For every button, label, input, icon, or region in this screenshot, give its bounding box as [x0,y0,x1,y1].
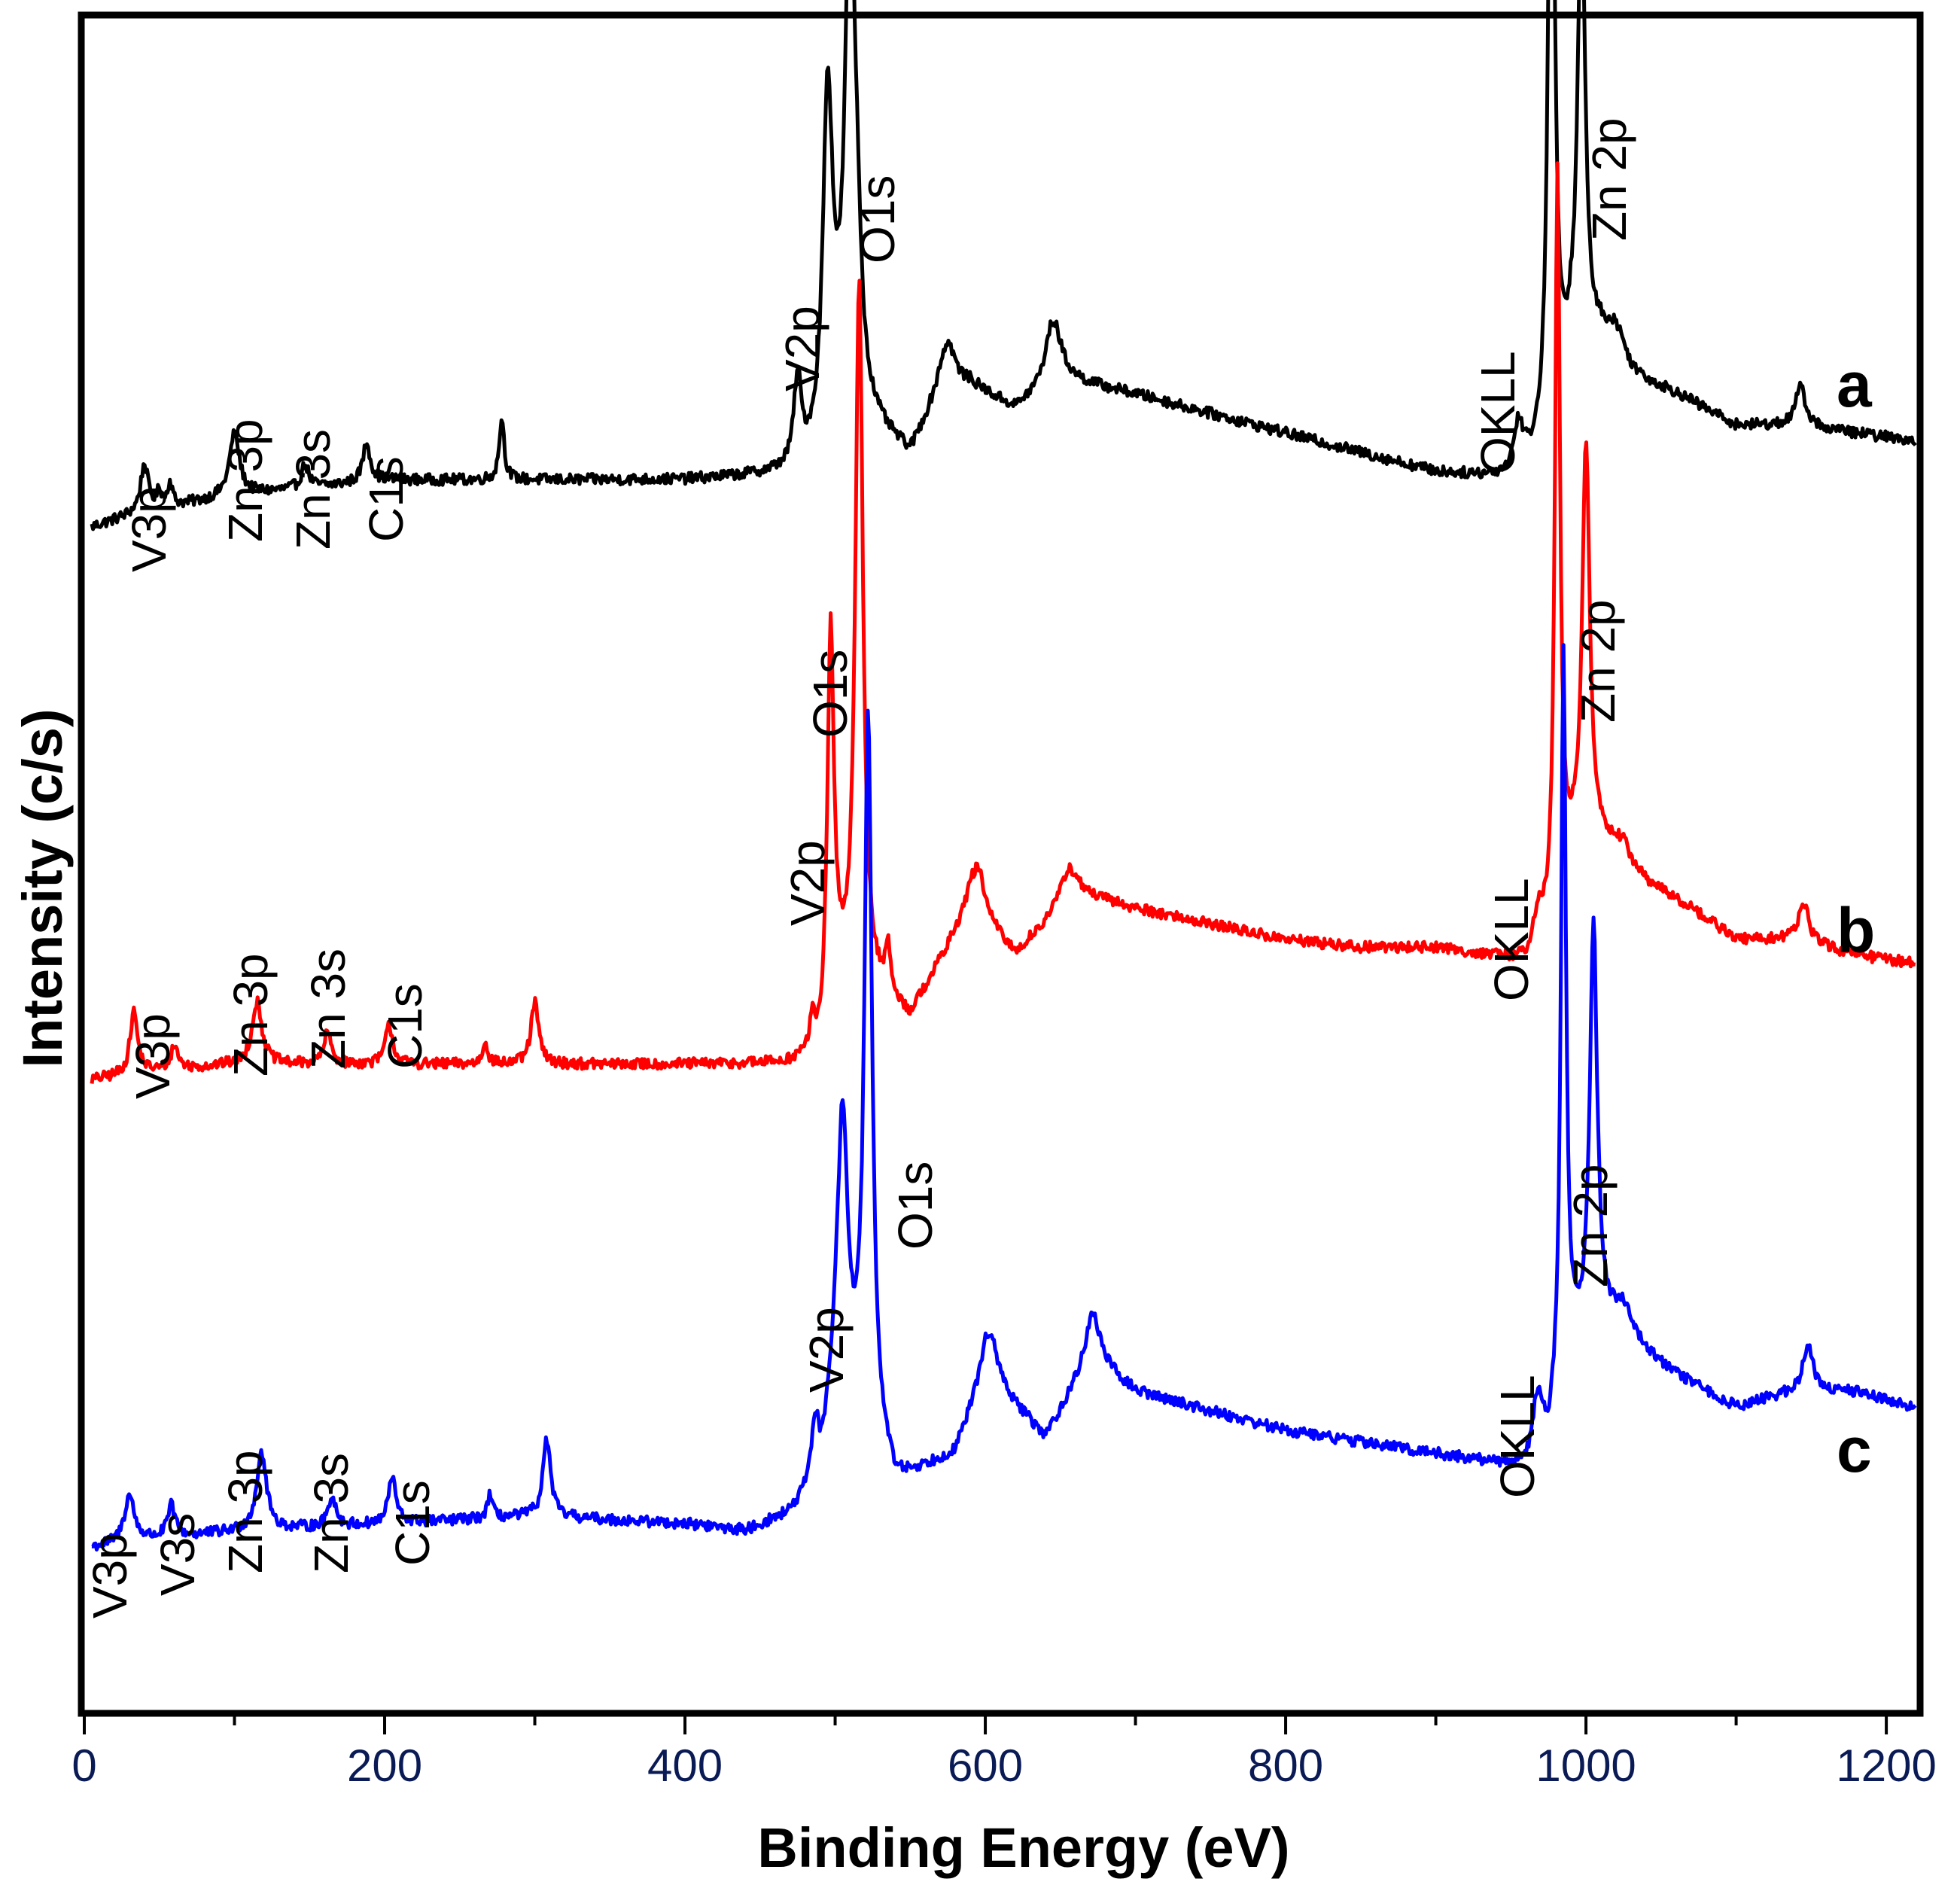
peak-label: Zn 3p [218,1450,272,1573]
x-tick-label: 0 [72,1740,96,1791]
peak-label: V3s [151,1513,205,1596]
peak-label: Zn 2p [1563,1164,1618,1287]
y-axis-title: Intensity (c/s) [11,709,74,1068]
peak-label: O1s [851,175,905,263]
peak-label: V3p [126,1013,180,1099]
peak-label: V2p [781,840,835,926]
x-tick-label: 1000 [1535,1740,1636,1791]
series-layer [90,0,1917,1551]
peak-label: V3p [122,486,176,572]
peak-label: Zn 2p [1571,599,1625,723]
series-tag-a: a [1837,349,1873,420]
peak-label: O1s [803,650,857,738]
peak-label: OKLL [1484,878,1538,1001]
series-tag-c: c [1837,1414,1872,1485]
peak-label: C1s [385,1480,440,1566]
peak-label: OKLL [1490,1375,1545,1498]
x-tick-label: 800 [1248,1740,1323,1791]
peak-label: Zn 3s [301,949,355,1069]
x-tick-label: 1200 [1836,1740,1936,1791]
series-b-line [90,161,1916,1084]
peak-label: Zn 3p [224,953,278,1076]
peak-label: V3p [83,1533,137,1618]
peak-label: V2p [799,1307,854,1393]
peak-label: C1s [359,456,413,542]
peak-label: V2p [775,306,829,391]
x-tick-label: 400 [647,1740,723,1791]
annotation-layer: V3p Zn 3p Zn 3s C1s V2p O1s OKLL Zn 2p V3p Zn 3p Z… [83,117,1636,1618]
peak-label: Zn 2p [1582,117,1636,241]
x-tick-label: 600 [948,1740,1023,1791]
plot-frame [78,11,1924,1717]
peak-label: O1s [888,1162,942,1250]
x-axis-title: Binding Energy (eV) [757,1816,1289,1879]
series-c-line [91,643,1917,1551]
series-tag-layer: a b c [1837,349,1875,1485]
peak-label: Zn 3p [218,419,272,542]
peak-label: OKLL [1471,351,1525,474]
peak-label: Zn 3s [304,1453,358,1573]
x-axis: 0 200 400 600 800 1000 1200 [72,1713,1937,1791]
series-tag-b: b [1837,895,1875,966]
peak-label: C1s [378,983,432,1069]
x-tick-label: 200 [347,1740,422,1791]
series-a-line [90,0,1917,531]
peak-label: Zn 3s [286,429,340,550]
